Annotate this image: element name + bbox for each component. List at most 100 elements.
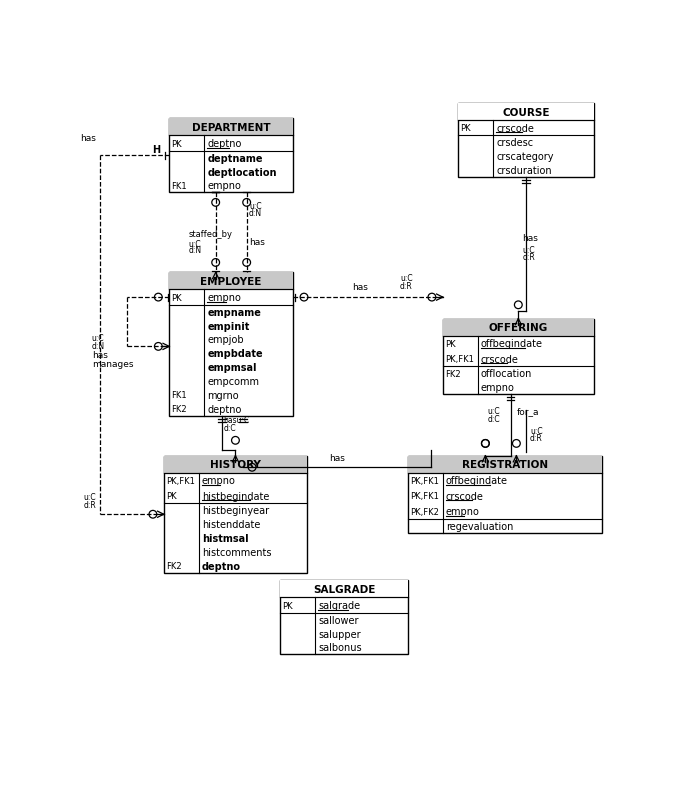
Text: COURSE: COURSE (502, 107, 550, 117)
Text: d:R: d:R (400, 282, 413, 290)
Text: EMPLOYEE: EMPLOYEE (201, 277, 262, 286)
Text: manages: manages (92, 360, 133, 369)
Text: SALGRADE: SALGRADE (313, 584, 375, 594)
Text: d:C: d:C (224, 423, 236, 432)
Text: FK1: FK1 (172, 182, 187, 191)
Text: crscode: crscode (446, 491, 484, 501)
Text: PK: PK (282, 601, 293, 610)
Text: FK2: FK2 (172, 405, 187, 414)
Text: d:N: d:N (188, 246, 201, 255)
Text: empno: empno (207, 181, 241, 191)
Text: crscode: crscode (481, 354, 519, 364)
Text: HISTORY: HISTORY (210, 460, 261, 470)
Bar (164, 456, 307, 473)
Bar (169, 273, 293, 416)
Text: PK: PK (461, 124, 471, 133)
Text: empname: empname (207, 307, 261, 318)
Text: has: has (329, 453, 345, 462)
Text: salgrade: salgrade (318, 601, 360, 610)
Text: salbonus: salbonus (318, 642, 362, 653)
Text: u:C: u:C (530, 426, 542, 435)
Text: regevaluation: regevaluation (446, 521, 513, 531)
Text: crsdesc: crsdesc (496, 138, 533, 148)
Text: empno: empno (201, 476, 235, 486)
Text: FK2: FK2 (166, 561, 181, 570)
Text: empinit: empinit (207, 321, 250, 331)
Text: empno: empno (207, 293, 241, 302)
Text: OFFERING: OFFERING (489, 322, 548, 333)
Text: mgrno: mgrno (207, 391, 239, 400)
Text: PK,FK1: PK,FK1 (410, 492, 439, 500)
Text: for_a: for_a (517, 407, 540, 416)
Text: REGISTRATION: REGISTRATION (462, 460, 548, 470)
Text: hasu:C: hasu:C (224, 415, 250, 424)
Text: H: H (152, 144, 160, 154)
Text: has: has (81, 134, 97, 143)
Text: empno: empno (446, 507, 480, 516)
Text: d:N: d:N (249, 209, 262, 218)
Text: offbegindate: offbegindate (481, 339, 543, 349)
Bar (169, 273, 293, 290)
Text: deptno: deptno (207, 404, 242, 415)
Text: u:C: u:C (249, 201, 262, 210)
Text: d:N: d:N (92, 342, 105, 350)
Text: histmsal: histmsal (201, 533, 248, 544)
Text: PK,FK2: PK,FK2 (410, 507, 439, 516)
Text: staffed_by: staffed_by (188, 230, 233, 239)
Text: u:C: u:C (92, 334, 104, 342)
Text: empmsal: empmsal (207, 363, 257, 373)
Text: d:R: d:R (83, 500, 97, 509)
Text: d:R: d:R (530, 434, 543, 443)
Text: offlocation: offlocation (481, 369, 532, 379)
Text: PK: PK (172, 294, 182, 302)
Text: crsduration: crsduration (496, 166, 552, 176)
Text: offbegindate: offbegindate (446, 476, 508, 486)
Text: deptname: deptname (207, 153, 263, 164)
Bar (408, 456, 602, 533)
Text: deptno: deptno (201, 561, 241, 571)
Text: d:R: d:R (522, 253, 535, 262)
Text: has: has (353, 283, 368, 292)
Text: empcomm: empcomm (207, 377, 259, 387)
Text: u:C: u:C (83, 492, 97, 501)
Text: histbeginyear: histbeginyear (201, 506, 269, 516)
Text: crscategory: crscategory (496, 152, 553, 162)
Text: empjob: empjob (207, 335, 244, 345)
Text: sallower: sallower (318, 615, 359, 625)
Bar (164, 456, 307, 573)
Text: salupper: salupper (318, 629, 361, 639)
Text: u:C: u:C (400, 273, 413, 283)
Text: deptlocation: deptlocation (207, 168, 277, 177)
Text: histenddate: histenddate (201, 520, 260, 529)
Text: DEPARTMENT: DEPARTMENT (192, 123, 270, 133)
Text: PK: PK (445, 339, 455, 348)
Bar (280, 581, 408, 597)
Bar (169, 119, 293, 193)
Text: PK: PK (166, 492, 177, 500)
Bar (458, 104, 594, 178)
Text: FK2: FK2 (445, 370, 461, 379)
Bar (169, 119, 293, 136)
Text: PK,FK1: PK,FK1 (410, 476, 439, 485)
Text: has: has (522, 234, 538, 243)
Text: PK: PK (172, 140, 182, 148)
Text: d:C: d:C (487, 415, 500, 423)
Bar (443, 319, 594, 395)
Text: empbdate: empbdate (207, 349, 263, 358)
Text: crscode: crscode (496, 124, 534, 134)
Text: u:C: u:C (487, 407, 500, 416)
Text: has: has (92, 350, 108, 360)
Bar (280, 581, 408, 654)
Text: histcomments: histcomments (201, 547, 271, 557)
Text: histbegindate: histbegindate (201, 491, 269, 501)
Bar (408, 456, 602, 473)
Text: empno: empno (481, 383, 515, 393)
Text: has: has (249, 237, 265, 247)
Text: PK,FK1: PK,FK1 (166, 476, 195, 485)
Bar (443, 319, 594, 336)
Text: FK1: FK1 (172, 391, 187, 400)
Text: PK,FK1: PK,FK1 (445, 354, 474, 364)
Text: u:C: u:C (522, 245, 535, 254)
Bar (458, 104, 594, 121)
Text: u:C: u:C (188, 240, 201, 249)
